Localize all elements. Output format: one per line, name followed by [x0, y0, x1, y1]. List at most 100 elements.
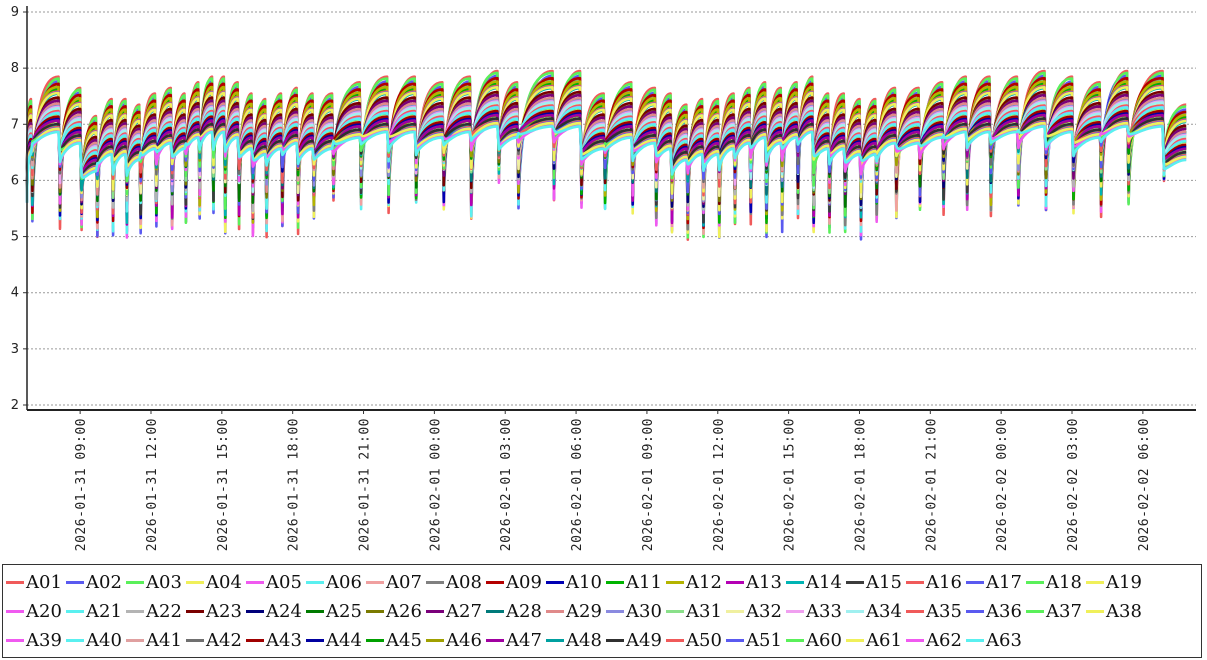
- legend-swatch: [846, 639, 864, 642]
- legend-swatch: [426, 610, 444, 613]
- legend-label: A04: [206, 572, 242, 593]
- x-tick-label: 2026-02-01 21:00: [924, 418, 939, 551]
- legend-label: A44: [326, 630, 362, 651]
- legend-item-A49: A49: [606, 626, 666, 655]
- legend-item-A12: A12: [666, 568, 726, 597]
- legend-label: A19: [1106, 572, 1142, 593]
- legend-label: A02: [86, 572, 122, 593]
- legend-label: A39: [26, 630, 62, 651]
- legend-item-A34: A34: [846, 597, 906, 626]
- legend-item-A44: A44: [306, 626, 366, 655]
- legend-label: A16: [926, 572, 962, 593]
- legend-swatch: [366, 639, 384, 642]
- legend-swatch: [246, 581, 264, 584]
- legend-item-A16: A16: [906, 568, 966, 597]
- legend-item-A09: A09: [486, 568, 546, 597]
- legend-item-A15: A15: [846, 568, 906, 597]
- legend-label: A45: [386, 630, 422, 651]
- legend-label: A10: [566, 572, 602, 593]
- y-tick-label: 9: [11, 5, 19, 20]
- legend-swatch: [66, 639, 84, 642]
- x-tick-label: 2026-02-01 09:00: [641, 418, 656, 551]
- legend-item-A27: A27: [426, 597, 486, 626]
- legend-label: A32: [746, 601, 782, 622]
- legend-item-A60: A60: [786, 626, 846, 655]
- legend-swatch: [786, 581, 804, 584]
- legend-swatch: [6, 581, 24, 584]
- legend-item-A46: A46: [426, 626, 486, 655]
- legend-item-A24: A24: [246, 597, 306, 626]
- legend-item-A32: A32: [726, 597, 786, 626]
- legend-label: A11: [626, 572, 662, 593]
- legend-label: A30: [626, 601, 662, 622]
- legend-label: A61: [866, 630, 902, 651]
- legend-swatch: [786, 639, 804, 642]
- x-tick-label: 2026-02-01 03:00: [499, 418, 514, 551]
- legend-item-A42: A42: [186, 626, 246, 655]
- legend-label: A41: [146, 630, 182, 651]
- axes: 2 3 4 5 6 7 8 9 2026-01-31 09:00 2026-01-31 12:00…: [11, 5, 1196, 551]
- legend-swatch: [126, 581, 144, 584]
- legend-swatch: [666, 610, 684, 613]
- legend-label: A26: [386, 601, 422, 622]
- legend-label: A43: [266, 630, 302, 651]
- legend-label: A42: [206, 630, 242, 651]
- series-line-A63: [25, 125, 1187, 203]
- legend-item-A36: A36: [966, 597, 1026, 626]
- legend-item-A03: A03: [126, 568, 186, 597]
- x-tick-label: 2026-01-31 15:00: [216, 418, 231, 551]
- legend-swatch: [366, 610, 384, 613]
- x-tick-label: 2026-02-01 06:00: [570, 418, 585, 551]
- y-tick-label: 2: [11, 398, 19, 413]
- legend-label: A01: [26, 572, 62, 593]
- y-tick-label: 3: [11, 342, 19, 357]
- legend-item-A62: A62: [906, 626, 966, 655]
- legend-label: A12: [686, 572, 722, 593]
- legend-label: A60: [806, 630, 842, 651]
- legend-swatch: [306, 639, 324, 642]
- x-tick-label: 2026-01-31 12:00: [145, 418, 160, 551]
- legend-item-A29: A29: [546, 597, 606, 626]
- legend-label: A49: [626, 630, 662, 651]
- legend-item-A01: A01: [6, 568, 66, 597]
- y-tick-label: 8: [11, 61, 19, 76]
- legend-label: A20: [26, 601, 62, 622]
- legend-swatch: [906, 610, 924, 613]
- legend-swatch: [846, 610, 864, 613]
- legend-item-A43: A43: [246, 626, 306, 655]
- series-layer: [25, 69, 1187, 241]
- legend-swatch: [426, 581, 444, 584]
- legend-item-A25: A25: [306, 597, 366, 626]
- legend-item-A11: A11: [606, 568, 666, 597]
- legend-swatch: [306, 610, 324, 613]
- legend-label: A22: [146, 601, 182, 622]
- legend-swatch: [246, 639, 264, 642]
- legend-label: A23: [206, 601, 242, 622]
- legend: A01 A02 A03 A04 A05 A06 A07 A08 A09 A10 A11 A12 A13 A…: [2, 564, 1202, 658]
- legend-item-A26: A26: [366, 597, 426, 626]
- legend-swatch: [186, 639, 204, 642]
- legend-swatch: [366, 581, 384, 584]
- legend-item-A18: A18: [1026, 568, 1086, 597]
- legend-item-A10: A10: [546, 568, 606, 597]
- legend-item-A41: A41: [126, 626, 186, 655]
- series-line-A40: [25, 106, 1187, 199]
- legend-swatch: [546, 610, 564, 613]
- legend-item-A21: A21: [66, 597, 126, 626]
- legend-swatch: [66, 610, 84, 613]
- legend-item-A23: A23: [186, 597, 246, 626]
- legend-swatch: [486, 610, 504, 613]
- legend-label: A51: [746, 630, 782, 651]
- legend-item-A51: A51: [726, 626, 786, 655]
- legend-label: A46: [446, 630, 482, 651]
- legend-label: A27: [446, 601, 482, 622]
- legend-item-A37: A37: [1026, 597, 1086, 626]
- x-tick-label: 2026-02-01 12:00: [712, 418, 727, 551]
- legend-item-A06: A06: [306, 568, 366, 597]
- legend-swatch: [246, 610, 264, 613]
- legend-swatch: [6, 610, 24, 613]
- x-tick-label: 2026-02-01 15:00: [783, 418, 798, 551]
- legend-item-A45: A45: [366, 626, 426, 655]
- legend-swatch: [186, 610, 204, 613]
- legend-swatch: [906, 581, 924, 584]
